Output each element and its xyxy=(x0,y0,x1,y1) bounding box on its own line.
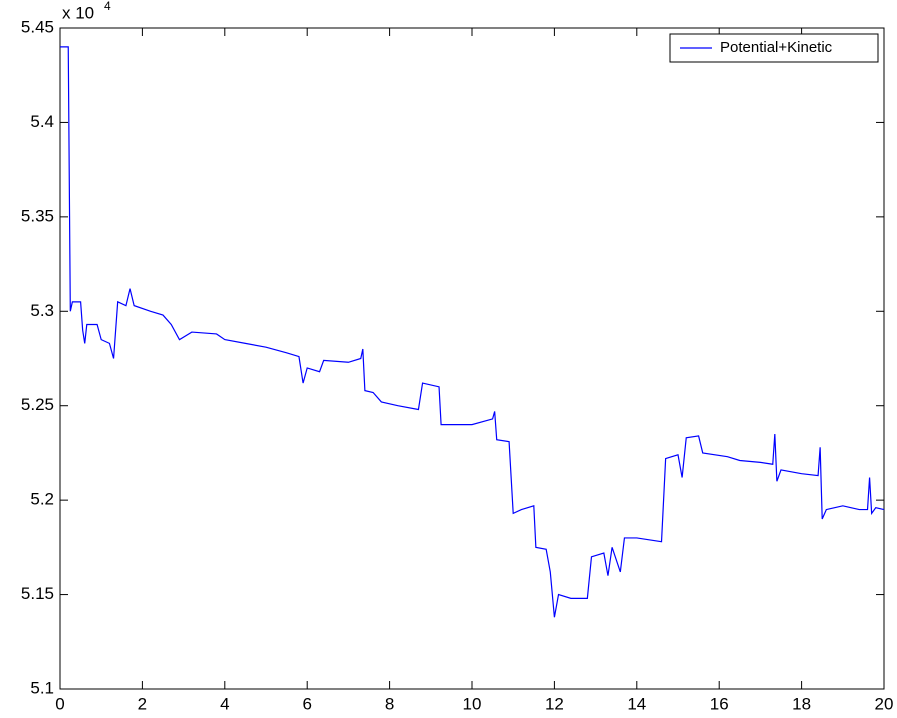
x-tick-label: 6 xyxy=(302,694,311,713)
y-tick-label: 5.15 xyxy=(21,584,54,603)
y-tick-label: 5.4 xyxy=(30,112,54,131)
legend-label: Potential+Kinetic xyxy=(720,39,833,56)
x-tick-label: 2 xyxy=(138,694,147,713)
y-scale-exponent: 4 xyxy=(104,0,111,13)
x-tick-label: 8 xyxy=(385,694,394,713)
y-tick-label: 5.45 xyxy=(21,17,54,36)
x-tick-label: 0 xyxy=(55,694,64,713)
y-tick-label: 5.25 xyxy=(21,395,54,414)
x-tick-label: 12 xyxy=(545,694,564,713)
x-tick-label: 10 xyxy=(463,694,482,713)
line-series xyxy=(60,46,885,618)
x-tick-label: 18 xyxy=(792,694,811,713)
plot-area xyxy=(59,27,885,690)
x-tick-label: 16 xyxy=(710,694,729,713)
y-tick-label: 5.1 xyxy=(30,678,54,697)
y-scale-label: x 10 xyxy=(62,3,94,22)
legend-box xyxy=(669,33,879,63)
x-tick-label: 20 xyxy=(875,694,894,713)
y-tick-label: 5.35 xyxy=(21,206,54,225)
x-tick-label: 14 xyxy=(627,694,646,713)
x-tick-label: 4 xyxy=(220,694,229,713)
y-tick-label: 5.2 xyxy=(30,490,54,509)
y-tick-label: 5.3 xyxy=(30,301,54,320)
